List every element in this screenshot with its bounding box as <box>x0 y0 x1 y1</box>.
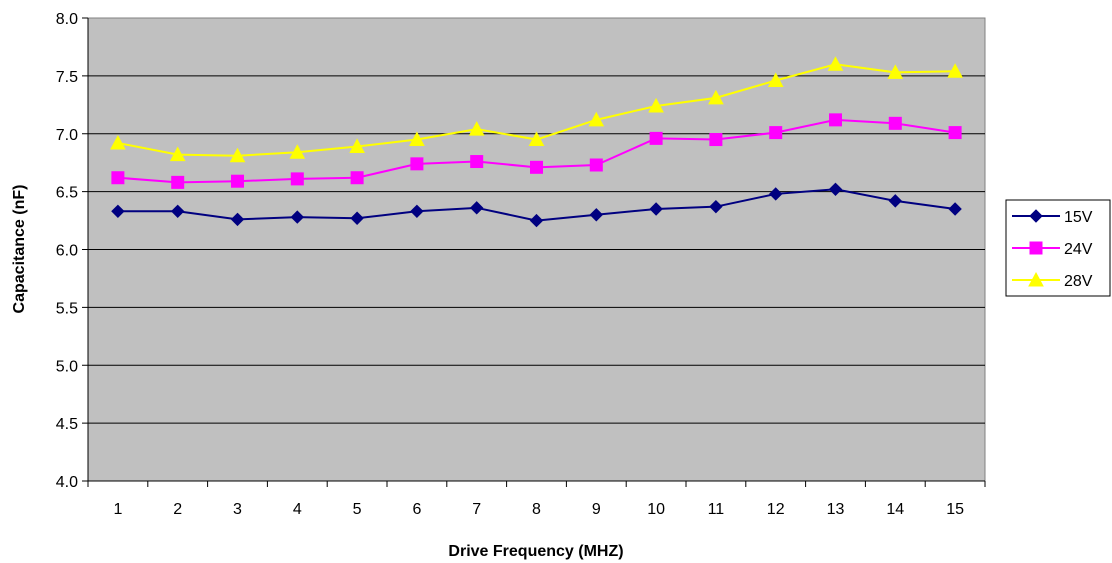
data-point-28V <box>289 144 306 159</box>
x-tick-label: 3 <box>233 501 242 518</box>
y-tick-label: 6.0 <box>56 243 78 260</box>
data-point-24V <box>589 158 603 172</box>
data-point-15V <box>230 212 245 227</box>
x-tick-label: 11 <box>708 501 725 518</box>
y-tick-label: 7.0 <box>56 127 78 144</box>
series-24V <box>111 113 962 189</box>
x-tick-label: 7 <box>472 501 481 518</box>
x-tick-label: 5 <box>353 501 362 518</box>
series-28V <box>110 56 963 163</box>
x-tick-label: 14 <box>886 501 904 518</box>
x-tick-label: 15 <box>946 501 964 518</box>
data-point-15V <box>350 211 364 225</box>
data-point-15V <box>529 213 544 228</box>
data-point-15V <box>589 208 604 222</box>
data-point-28V <box>409 131 425 147</box>
y-tick-label: 5.5 <box>56 300 78 317</box>
data-point-24V <box>709 133 723 147</box>
data-point-24V <box>948 126 962 140</box>
data-point-28V <box>468 121 485 136</box>
data-point-15V <box>948 202 962 216</box>
data-point-28V <box>947 63 963 78</box>
data-point-28V <box>767 72 784 88</box>
legend-label-24V: 24V <box>1064 241 1093 258</box>
y-tick-label: 7.5 <box>56 69 78 86</box>
data-point-24V <box>530 160 543 174</box>
data-point-24V <box>470 155 484 169</box>
y-tick-label: 4.5 <box>56 416 78 433</box>
data-point-28V <box>110 134 126 150</box>
data-point-24V <box>350 171 364 185</box>
x-axis-ticks: 1 2 3 4 5 6 7 8 9 10 11 12 13 14 15 <box>87 481 986 518</box>
data-point-15V <box>649 202 663 216</box>
data-point-15V <box>290 210 305 224</box>
data-point-28V <box>349 138 365 153</box>
data-point-15V <box>828 182 843 197</box>
data-point-28V <box>169 146 186 162</box>
y-axis-ticks: 4.0 4.5 5.0 5.5 6.0 6.5 7.0 7.5 8.0 <box>56 11 88 491</box>
x-tick-label: 12 <box>767 501 785 518</box>
y-tick-label: 4.0 <box>56 474 78 491</box>
legend-marker-28V <box>1028 271 1044 287</box>
legend-label-15V: 15V <box>1064 209 1093 226</box>
data-point-24V <box>769 126 783 140</box>
data-point-24V <box>829 113 842 127</box>
data-point-15V <box>709 199 723 214</box>
data-point-15V <box>111 204 125 219</box>
legend-marker-24V <box>1029 241 1043 255</box>
y-tick-label: 8.0 <box>56 11 78 28</box>
y-tick-label: 5.0 <box>56 358 78 375</box>
data-point-28V <box>887 64 904 79</box>
series-group <box>110 56 963 228</box>
data-point-15V <box>410 204 424 219</box>
data-point-24V <box>171 175 185 189</box>
data-point-28V <box>528 131 545 147</box>
legend-marker-15V <box>1029 209 1043 223</box>
y-axis-title: Capacitance (nF) <box>11 185 28 314</box>
data-point-28V <box>229 147 246 163</box>
data-point-28V <box>588 111 605 127</box>
x-tick-label: 4 <box>293 501 302 518</box>
x-axis-title: Drive Frequency (MHZ) <box>448 543 623 560</box>
x-tick-label: 13 <box>827 501 845 518</box>
data-point-28V <box>708 89 724 105</box>
x-tick-label: 9 <box>592 501 601 518</box>
data-point-24V <box>111 171 125 185</box>
data-point-24V <box>649 131 663 145</box>
y-tick-label: 6.5 <box>56 185 78 202</box>
x-tick-label: 1 <box>113 501 122 518</box>
data-point-24V <box>290 172 304 186</box>
data-point-15V <box>170 204 185 219</box>
data-point-28V <box>827 56 844 71</box>
legend-label-28V: 28V <box>1064 273 1093 290</box>
data-point-24V <box>231 174 244 188</box>
legend: 15V 24V 28V <box>1005 199 1111 297</box>
data-point-15V <box>768 187 783 201</box>
data-point-24V <box>888 116 902 130</box>
data-point-15V <box>888 194 903 208</box>
x-tick-label: 2 <box>173 501 182 518</box>
data-point-15V <box>469 201 484 215</box>
x-tick-label: 6 <box>412 501 421 518</box>
data-point-28V <box>648 97 664 113</box>
data-point-24V <box>410 157 424 171</box>
series-15V <box>111 182 962 228</box>
x-tick-label: 10 <box>647 501 665 518</box>
x-tick-label: 8 <box>532 501 541 518</box>
